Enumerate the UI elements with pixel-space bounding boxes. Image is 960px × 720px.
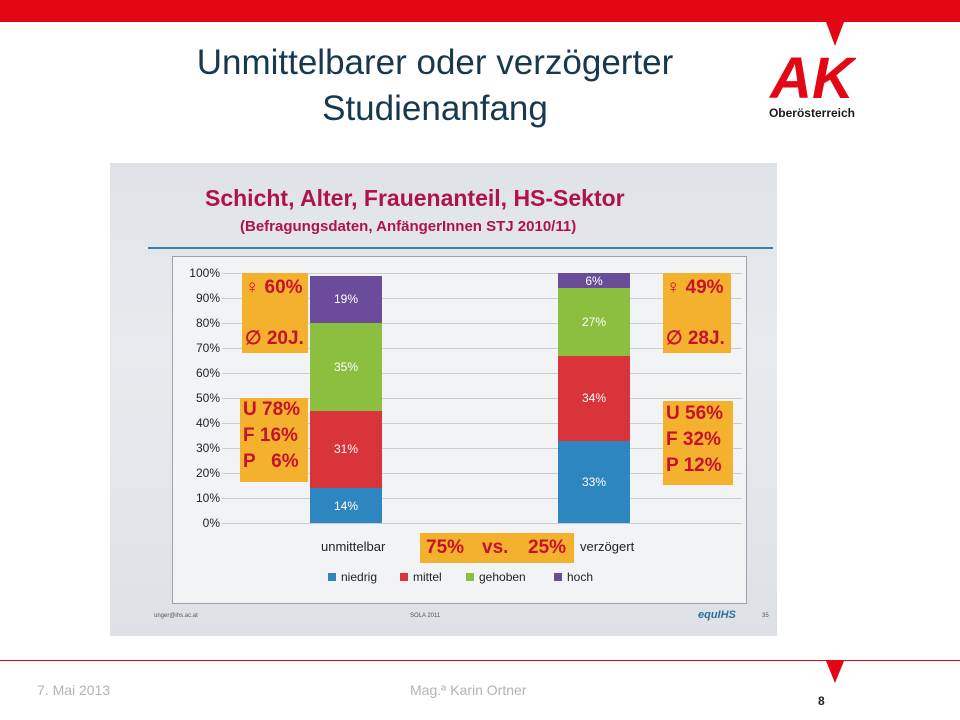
- left-sector-u: U 78%: [243, 399, 301, 420]
- compare-vs: vs.: [482, 537, 509, 558]
- y-tick-label: 20%: [195, 466, 220, 480]
- gridline: [222, 448, 742, 449]
- left-info-box-top: [242, 273, 308, 353]
- compare-left-value: 75%: [426, 537, 465, 558]
- legend-swatch: [400, 573, 408, 581]
- legend-item-gehoben: gehoben: [466, 570, 526, 584]
- bar-value-label: 34%: [581, 391, 607, 405]
- center-compare-box: [420, 533, 574, 563]
- legend-label: gehoben: [479, 570, 526, 584]
- bar-segment-gehoben: 27%: [558, 288, 630, 356]
- ak-logo-icon: AK: [768, 50, 856, 106]
- bar-segment-niedrig: 33%: [558, 440, 630, 523]
- y-tick-label: 10%: [195, 491, 220, 505]
- bar-segment-niedrig: 14%: [310, 488, 382, 523]
- photo-footer-email: unger@ihs.ac.at: [154, 613, 198, 619]
- gridline: [222, 423, 742, 424]
- gridline: [222, 323, 742, 324]
- gridline: [222, 473, 742, 474]
- top-red-notch: [826, 22, 844, 46]
- ak-logo-text: Oberösterreich: [768, 106, 856, 120]
- gridline: [222, 373, 742, 374]
- footer-red-notch: [826, 661, 844, 683]
- legend-label: mittel: [413, 570, 442, 584]
- bar-value-label: 27%: [581, 314, 607, 329]
- photo-footer-page: 35: [762, 613, 769, 619]
- bar-segment-hoch: 19%: [310, 275, 382, 323]
- y-tick-label: 0%: [202, 516, 220, 530]
- gridline: [222, 398, 742, 399]
- slide-title: Unmittelbarer oder verzögerter Studienan…: [90, 40, 780, 132]
- y-tick-label: 80%: [195, 316, 220, 330]
- y-tick-label: 40%: [195, 416, 220, 430]
- left-sector-f: F 16%: [243, 425, 298, 446]
- legend-label: niedrig: [341, 570, 378, 584]
- right-sector-f: F 32%: [666, 429, 721, 450]
- bar-value-label: 35%: [333, 359, 359, 374]
- footer-date: 7. Mai 2013: [37, 682, 111, 698]
- slide-title-line2: Studienanfang: [322, 89, 548, 128]
- legend-item-mittel: mittel: [400, 570, 442, 584]
- photo-footer-source: SOLA 2011: [410, 613, 441, 619]
- compare-right-value: 25%: [528, 537, 567, 558]
- bar-segment-mittel: 31%: [310, 410, 382, 488]
- right-sector-p: P 12%: [666, 455, 722, 476]
- bar-value-label: 14%: [333, 498, 359, 513]
- ak-logo-letters: AK: [768, 50, 856, 106]
- y-tick-label: 50%: [195, 391, 220, 405]
- y-tick-label: 100%: [189, 266, 220, 280]
- photo-chart-title: Schicht, Alter, Frauenanteil, HS-Sektor: [205, 185, 625, 211]
- photo-chart-subtitle: (Befragungsdaten, AnfängerInnen STJ 2010…: [240, 218, 577, 235]
- ak-logo: AK Oberösterreich: [764, 50, 860, 120]
- bar-value-label: 33%: [581, 474, 607, 489]
- left-avg-age: ∅ 20J.: [245, 328, 304, 349]
- legend-item-hoch: hoch: [554, 570, 593, 584]
- gridline: [222, 498, 742, 499]
- right-info-box-bottom: [663, 401, 733, 485]
- gridline: [222, 523, 742, 524]
- bar-segment-mittel: 34%: [558, 355, 630, 441]
- bar-value-label: 6%: [585, 273, 603, 288]
- x-category-label: verzögert: [580, 539, 635, 554]
- legend-label: hoch: [567, 570, 594, 584]
- right-info-box-top: [663, 273, 731, 353]
- y-tick-label: 60%: [195, 366, 220, 380]
- legend-swatch: [554, 573, 562, 581]
- footer-divider: [0, 660, 960, 661]
- legend-swatch: [328, 573, 336, 581]
- bar-segment-gehoben: 35%: [310, 323, 382, 411]
- bar-value-label: 31%: [333, 442, 359, 457]
- y-tick-label: 90%: [195, 291, 220, 305]
- left-female-share: ♀ 60%: [245, 277, 303, 298]
- x-category-label: unmittelbar: [321, 539, 386, 554]
- gridline: [222, 348, 742, 349]
- top-red-bar: [0, 0, 960, 22]
- chart-photo: Schicht, Alter, Frauenanteil, HS-Sektor …: [110, 163, 777, 636]
- gridline: [222, 298, 742, 299]
- bar-segment-hoch: 6%: [558, 273, 630, 288]
- right-sector-u: U 56%: [666, 403, 724, 424]
- gridline: [222, 273, 742, 274]
- legend-swatch: [466, 573, 474, 581]
- legend-item-niedrig: niedrig: [328, 570, 377, 584]
- y-tick-label: 30%: [195, 441, 220, 455]
- left-sector-p: P 6%: [243, 451, 299, 472]
- y-tick-label: 70%: [195, 341, 220, 355]
- right-female-share: ♀ 49%: [666, 277, 724, 298]
- photo-footer-logo: equIHS: [698, 609, 736, 621]
- photo-divider: [148, 247, 773, 249]
- left-info-box-bottom: [240, 398, 308, 482]
- bar-value-label: 19%: [333, 292, 359, 307]
- slide-title-line1: Unmittelbarer oder verzögerter: [196, 43, 674, 82]
- right-avg-age: ∅ 28J.: [666, 328, 725, 349]
- page-number: 8: [818, 694, 825, 708]
- footer-author: Mag.ª Karin Ortner: [410, 682, 527, 698]
